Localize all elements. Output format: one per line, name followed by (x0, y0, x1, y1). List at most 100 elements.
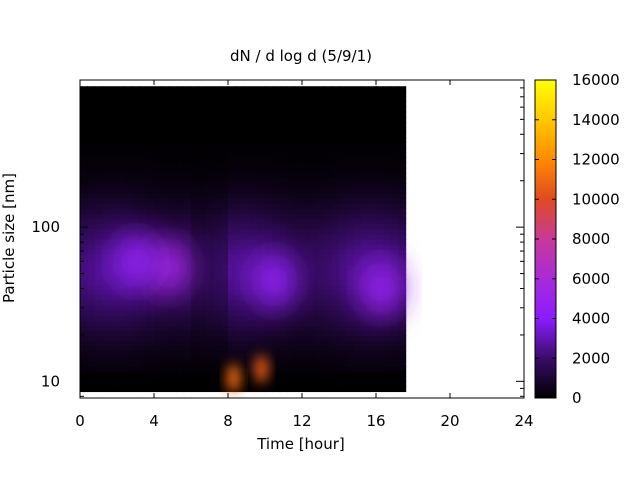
heatmap-cell (109, 193, 118, 199)
heatmap-cell (228, 116, 236, 123)
heatmap-cell (279, 106, 288, 113)
heatmap-cell (287, 86, 296, 92)
heatmap-cell (339, 294, 347, 301)
heatmap-cell (287, 177, 296, 184)
heatmap-cell (183, 360, 192, 367)
heatmap-cell (109, 386, 118, 393)
heatmap-cell (316, 304, 325, 311)
heatmap-cell (309, 274, 318, 281)
heatmap-cell (161, 182, 170, 189)
heatmap-cell (168, 340, 177, 347)
heatmap-cell (398, 289, 407, 296)
heatmap-cell (242, 376, 251, 382)
heatmap-cell (368, 91, 377, 98)
heatmap-cell (146, 238, 155, 245)
heatmap-cell (168, 101, 177, 108)
heatmap-cell (161, 106, 170, 113)
heatmap-cell (139, 101, 148, 108)
heatmap-cell (213, 101, 222, 108)
heatmap-cell (331, 259, 340, 265)
heatmap-cell (124, 137, 133, 143)
heatmap-cell (316, 218, 325, 225)
heatmap-cell (124, 132, 133, 138)
heatmap-cell (94, 360, 103, 367)
heatmap-cell (213, 162, 222, 169)
heatmap-cell (302, 360, 310, 367)
heatmap-cell (265, 360, 273, 367)
heatmap-cell (117, 345, 125, 352)
heatmap-cell (383, 350, 392, 357)
heatmap-cell (176, 167, 185, 174)
heatmap-cell (183, 203, 192, 209)
heatmap-cell (383, 355, 392, 362)
heatmap-cell (191, 167, 199, 174)
heatmap-cell (346, 147, 355, 153)
heatmap-cell (109, 116, 118, 123)
heatmap-cell (376, 340, 384, 347)
heatmap-cell (324, 315, 333, 321)
heatmap-cell (368, 167, 377, 174)
heatmap-cell (117, 376, 125, 382)
heatmap-cell (302, 162, 310, 169)
heatmap-cell (250, 223, 259, 230)
heatmap-cell (94, 177, 103, 184)
heatmap-cell (398, 284, 407, 291)
heatmap-cell (324, 96, 333, 103)
heatmap-cell (250, 269, 259, 276)
heatmap-cell (390, 249, 399, 255)
heatmap-cell (191, 355, 199, 362)
heatmap-cell (368, 162, 377, 169)
heatmap-cell (87, 203, 96, 209)
heatmap-cell (109, 238, 118, 245)
heatmap-cell (376, 147, 384, 153)
heatmap-cell (316, 233, 325, 240)
heatmap-cell (131, 340, 140, 347)
heatmap-cell (183, 167, 192, 174)
heatmap-cell (176, 137, 185, 143)
heatmap-cell (154, 147, 162, 153)
heatmap-cell (154, 386, 162, 393)
heatmap-cell (191, 289, 199, 296)
heatmap-cell (94, 376, 103, 382)
heatmap-cell (279, 172, 288, 179)
heatmap-cell (294, 381, 303, 387)
heatmap-cell (220, 330, 229, 337)
heatmap-cell (109, 274, 118, 281)
heatmap-cell (191, 198, 199, 204)
heatmap-cell (294, 310, 303, 316)
heatmap-cell (198, 172, 207, 179)
heatmap-cell (279, 366, 288, 372)
heatmap-cell (294, 213, 303, 220)
heatmap-cell (80, 213, 88, 220)
heatmap-cell (390, 243, 399, 250)
heatmap-cell (353, 203, 362, 209)
heatmap-cell (102, 223, 111, 230)
heatmap-cell (220, 172, 229, 179)
heatmap-cell (176, 371, 185, 377)
heatmap-cell (272, 360, 281, 367)
heatmap-cell (398, 366, 407, 372)
heatmap-cell (220, 274, 229, 281)
heatmap-cell (353, 172, 362, 179)
heatmap-cell (191, 157, 199, 164)
heatmap-cell (102, 315, 111, 321)
heatmap-cell (376, 177, 384, 184)
heatmap-cell (361, 233, 370, 240)
heatmap-cell (80, 218, 88, 225)
heatmap-cell (198, 299, 207, 306)
heatmap-cell (124, 366, 133, 372)
heatmap-cell (220, 325, 229, 332)
heatmap-cell (94, 208, 103, 215)
heatmap-cell (383, 111, 392, 118)
heatmap-cell (346, 320, 355, 326)
heatmap-cell (183, 325, 192, 332)
heatmap-cell (183, 238, 192, 245)
heatmap-cell (316, 101, 325, 108)
heatmap-cell (146, 152, 155, 159)
heatmap-cell (94, 243, 103, 250)
heatmap-cell (117, 182, 125, 189)
heatmap-cell (398, 294, 407, 301)
heatmap-cell (272, 376, 281, 382)
heatmap-cell (353, 101, 362, 108)
heatmap-cell (198, 274, 207, 281)
